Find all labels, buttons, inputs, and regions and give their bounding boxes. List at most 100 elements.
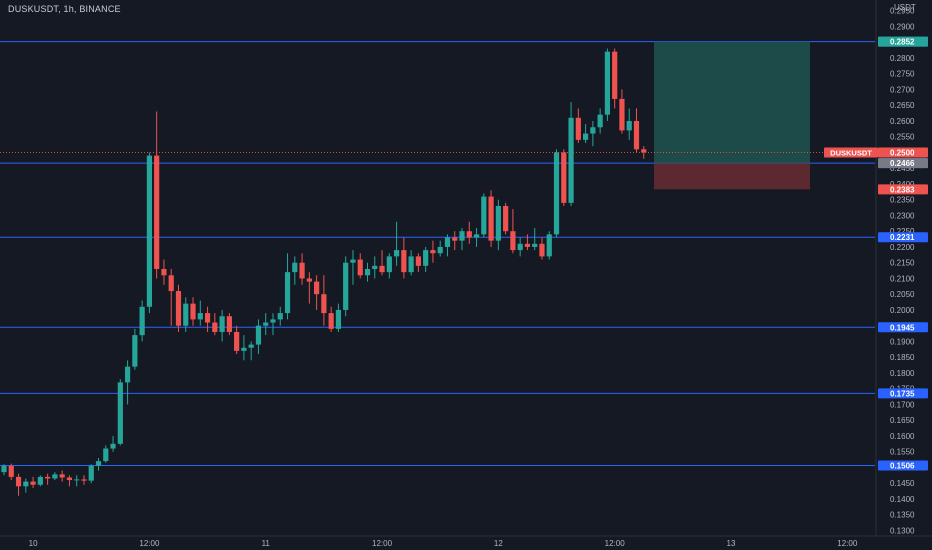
candle-body: [364, 269, 371, 276]
candle-body: [437, 246, 443, 254]
candle: [328, 306, 334, 332]
candle-body: [81, 479, 87, 481]
candle-body: [633, 120, 640, 150]
candle-body: [510, 231, 516, 251]
time-tick-label: 12:00: [837, 539, 858, 548]
price-tick-label: 0.2750: [890, 70, 915, 79]
target-price-tag: 0.2852: [878, 36, 928, 47]
candle-body: [335, 309, 342, 329]
time-tick-label: 10: [29, 539, 38, 548]
candle: [190, 297, 196, 326]
candle: [175, 284, 182, 332]
candle-body: [561, 152, 567, 203]
candle: [343, 256, 349, 317]
price-currency-label: USDT: [894, 3, 916, 12]
candle-body: [546, 234, 552, 257]
stop-price-tag-text: 0.2383: [890, 185, 915, 194]
time-tick-label: 13: [727, 539, 736, 548]
candle: [553, 149, 560, 238]
candle: [481, 193, 487, 238]
candle-body: [641, 149, 647, 153]
candle-body: [423, 250, 429, 266]
candle: [59, 470, 65, 482]
time-tick-label: 11: [262, 539, 271, 548]
symbol-header: DUSKUSDT, 1h, BINANCE: [8, 4, 121, 14]
candle-body: [110, 443, 116, 449]
level-price-tag: 0.2231: [878, 232, 928, 243]
candle: [52, 472, 58, 481]
candle: [444, 234, 451, 257]
price-tick-label: 0.2050: [890, 290, 915, 299]
target-price-tag-box: [878, 36, 928, 47]
candle-body: [30, 481, 36, 485]
candle-body: [95, 461, 102, 466]
candle-body: [204, 313, 211, 323]
candle-body: [597, 114, 603, 128]
candle: [503, 202, 509, 235]
candle: [103, 445, 109, 463]
candle: [386, 253, 392, 279]
candle: [473, 228, 480, 247]
candle: [466, 221, 472, 244]
candle: [95, 457, 102, 471]
candle: [30, 476, 36, 488]
candle: [379, 250, 385, 276]
candle: [15, 473, 22, 496]
level-price-tag-box: [878, 232, 928, 243]
candle: [299, 253, 305, 285]
price-tick-label: 0.2150: [890, 259, 915, 268]
candle: [88, 464, 94, 484]
price-tick-label: 0.1800: [890, 369, 915, 378]
candle: [66, 475, 73, 487]
candle-body: [488, 196, 494, 241]
candle: [546, 231, 552, 260]
long-position-tool[interactable]: [654, 41, 810, 190]
entry-price-tag-text: 0.2466: [890, 159, 915, 168]
candle: [234, 325, 240, 355]
candle-body: [263, 322, 269, 326]
candle-body: [343, 262, 349, 310]
price-tick-label: 0.2250: [890, 227, 915, 236]
candle: [306, 272, 312, 304]
candle: [132, 328, 138, 370]
candle: [517, 237, 523, 257]
candle: [364, 262, 371, 282]
candle-body: [183, 303, 189, 326]
candle: [1, 464, 7, 476]
candle: [495, 199, 501, 251]
candle: [212, 313, 218, 336]
price-tick-label: 0.1550: [890, 448, 915, 457]
candle-body: [219, 316, 225, 332]
level-price-tag-box: [878, 460, 928, 471]
candle-body: [401, 250, 407, 273]
level-price-tag-text: 0.1735: [890, 389, 915, 398]
candle-body: [386, 256, 392, 273]
stop-price-tag-box: [878, 184, 928, 195]
candle-body: [132, 335, 138, 367]
candle-body: [306, 278, 312, 282]
candle: [277, 306, 283, 326]
candle-body: [284, 272, 291, 314]
candle: [423, 246, 429, 273]
price-tick-label: 0.1700: [890, 400, 915, 409]
candle: [168, 269, 174, 326]
candle-body: [415, 256, 421, 266]
time-axis[interactable]: 10 12:00 11 12:00 12 12:00 13 12:00: [0, 535, 932, 548]
price-tick-label: 0.1850: [890, 353, 915, 362]
candle-body: [59, 474, 65, 478]
candle-body: [190, 303, 196, 320]
entry-price-tag: 0.2466: [878, 158, 928, 169]
price-tick-label: 0.2650: [890, 101, 915, 110]
current-price-box: [878, 147, 928, 158]
candle-body: [583, 133, 589, 140]
price-tick-label: 0.2600: [890, 117, 915, 126]
candle-body: [8, 465, 14, 477]
candle: [350, 250, 356, 285]
candle-body: [23, 481, 29, 487]
price-tick-label: 0.1300: [890, 526, 915, 535]
candle: [45, 473, 51, 485]
candle-body: [37, 476, 43, 485]
candle-body: [299, 262, 305, 279]
entry-price-tag-box: [878, 158, 928, 169]
